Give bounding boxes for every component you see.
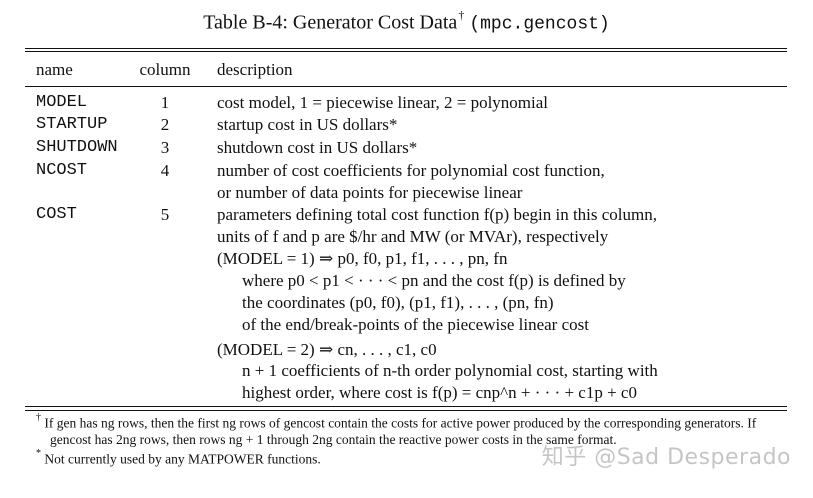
row-ncost-description-line-2: or number of data points for piecewise l… [217, 183, 523, 202]
footnote-dagger-text: If gen has ng rows, then the first ng ro… [44, 415, 757, 447]
bottom-rule-second [25, 410, 787, 411]
row-cost-description-line-6: of the end/break-points of the piecewise… [242, 315, 589, 334]
row-startup-description: startup cost in US dollars* [217, 115, 398, 134]
bottom-rule [25, 406, 787, 407]
row-ncost-name: NCOST [36, 161, 88, 180]
row-cost-description-line-8: n + 1 coefficients of n-th order polynom… [242, 361, 658, 380]
watermark: 知乎 @Sad Desperado [541, 445, 791, 470]
row-cost-name: COST [36, 205, 77, 224]
footnote-star-symbol: * [36, 447, 41, 459]
row-cost-description-line-5: the coordinates (p0, f0), (p1, f1), . . … [242, 293, 554, 312]
row-cost-description-line-3: (MODEL = 1) ⇒ p0, f0, p1, f1, . . . , pn… [217, 249, 508, 268]
row-startup-column: 2 [160, 115, 170, 134]
footnote-dagger: † If gen has ng rows, then the first ng … [36, 412, 776, 448]
row-cost-description-line-7: (MODEL = 2) ⇒ cn, . . . , c1, c0 [217, 340, 437, 359]
row-cost-description-line-9: highest order, where cost is f(p) = cnp^… [242, 383, 637, 402]
table-caption: Table B-4: Generator Cost Data† (mpc.gen… [0, 5, 813, 37]
header-column: column [139, 60, 191, 79]
caption-code: (mpc.gencost) [469, 14, 610, 35]
footnote-star: * Not currently used by any MATPOWER fun… [36, 448, 776, 468]
row-ncost-description-line-1: number of cost coefficients for polynomi… [217, 161, 605, 180]
row-model-column: 1 [160, 93, 170, 112]
top-rule [25, 48, 787, 49]
footnote-dagger-symbol: † [36, 412, 41, 423]
row-shutdown-column: 3 [160, 138, 170, 157]
caption-prefix: Table B-4: Generator Cost Data [203, 11, 458, 34]
row-model-name: MODEL [36, 93, 88, 112]
header-name: name [36, 60, 73, 79]
header-rule [25, 86, 787, 87]
row-shutdown-description: shutdown cost in US dollars* [217, 138, 418, 157]
header-description: description [217, 60, 293, 79]
row-cost-column: 5 [160, 205, 170, 224]
row-cost-description-line-4: where p0 < p1 < · · · < pn and the cost … [242, 271, 626, 290]
top-rule-second [25, 51, 787, 52]
caption-dagger: † [458, 8, 465, 22]
row-ncost-column: 4 [160, 161, 170, 180]
row-model-description: cost model, 1 = piecewise linear, 2 = po… [217, 93, 549, 112]
row-cost-description-line-2: units of f and p are $/hr and MW (or MVA… [217, 227, 609, 246]
row-cost-description-line-1: parameters defining total cost function … [217, 205, 657, 224]
table-footnotes: † If gen has ng rows, then the first ng … [36, 412, 776, 467]
footnote-star-text: Not currently used by any MATPOWER funct… [44, 451, 321, 466]
row-startup-name: STARTUP [36, 115, 108, 134]
row-shutdown-name: SHUTDOWN [36, 138, 118, 157]
